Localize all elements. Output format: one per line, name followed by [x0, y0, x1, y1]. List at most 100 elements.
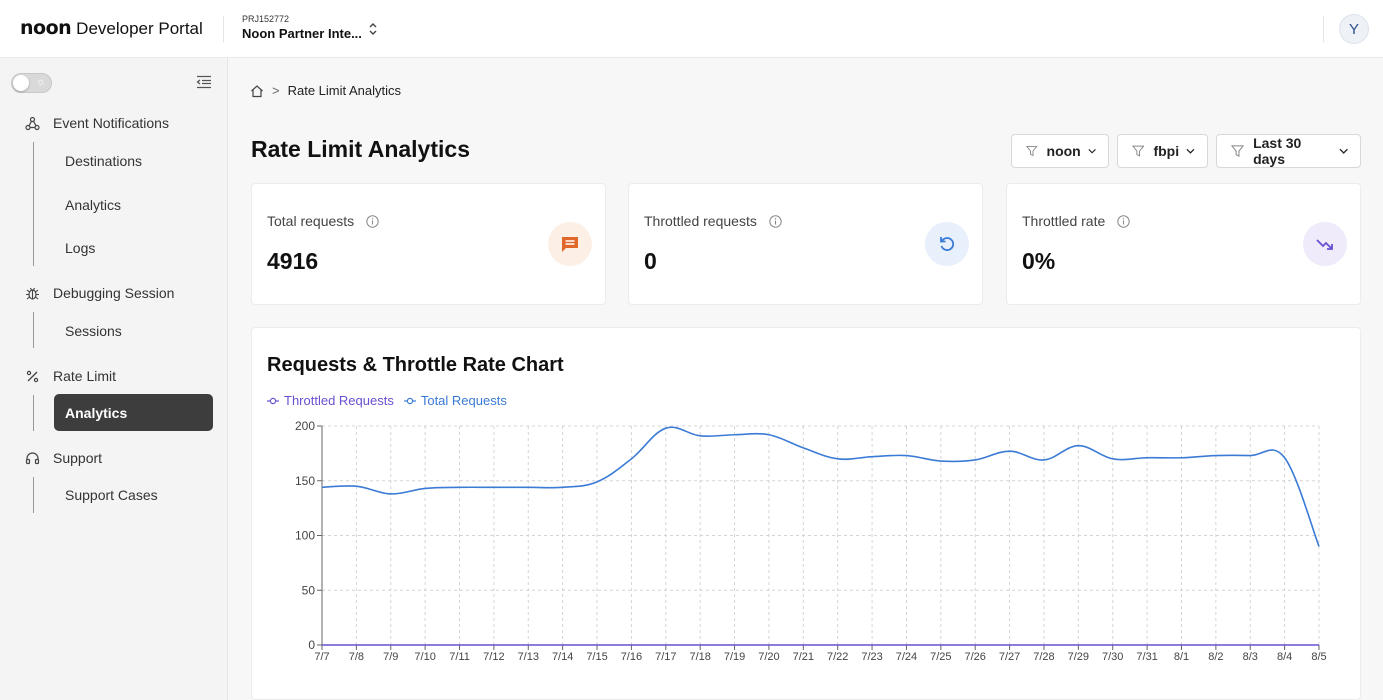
x-tick-label: 8/1 — [1174, 651, 1189, 663]
stat-card-throttled-rate: Throttled rate 0% — [1006, 183, 1361, 305]
chevron-down-icon — [1088, 148, 1096, 154]
stat-label-text: Total requests — [267, 213, 355, 229]
x-tick-label: 7/28 — [1033, 651, 1054, 663]
x-tick-label: 7/21 — [793, 651, 814, 663]
x-tick-label: 7/14 — [552, 651, 573, 663]
stat-value: 0 — [644, 248, 657, 274]
info-icon[interactable] — [366, 214, 379, 228]
portal-name: Developer Portal — [76, 19, 203, 38]
y-tick-label: 150 — [295, 474, 315, 488]
x-tick-label: 7/23 — [861, 651, 882, 663]
chart-legend: Throttled Requests Total Requests — [267, 393, 517, 408]
filter-partner[interactable]: noon — [1011, 134, 1109, 168]
tree-line — [33, 395, 34, 431]
tree-line — [33, 312, 34, 348]
y-tick-label: 50 — [302, 583, 316, 597]
tree-line — [33, 477, 34, 513]
info-icon[interactable] — [769, 214, 782, 228]
webhook-icon — [25, 116, 40, 131]
toggle-knob — [13, 75, 29, 91]
x-tick-label: 7/7 — [314, 651, 329, 663]
sidebar-group-event-notifications[interactable]: Event Notifications — [25, 115, 169, 131]
x-tick-label: 8/3 — [1243, 651, 1258, 663]
stat-value: 4916 — [267, 248, 319, 274]
stat-label-text: Throttled requests — [644, 213, 757, 229]
x-tick-label: 7/13 — [518, 651, 539, 663]
headset-icon — [25, 451, 40, 466]
x-tick-label: 8/4 — [1277, 651, 1292, 663]
sidebar-group-label: Rate Limit — [53, 368, 117, 384]
sidebar-item-analytics[interactable]: Analytics — [65, 197, 122, 213]
chart-card: Requests & Throttle Rate Chart Throttled… — [251, 327, 1361, 700]
filter-label: noon — [1046, 143, 1081, 159]
breadcrumb-current: Rate Limit Analytics — [287, 83, 402, 98]
x-tick-label: 7/24 — [896, 651, 917, 663]
sidebar-group-debugging-session[interactable]: Debugging Session — [25, 285, 174, 301]
stat-label: Throttled rate — [1022, 213, 1130, 229]
stat-value: 0% — [1022, 248, 1056, 274]
x-tick-label: 7/11 — [449, 651, 470, 663]
legend-total-requests[interactable]: Total Requests — [403, 393, 507, 408]
trend-down-icon — [1303, 222, 1347, 266]
x-tick-label: 7/20 — [758, 651, 779, 663]
sidebar: ☼ Event Notifications Destinations Analy… — [0, 58, 228, 700]
breadcrumb: > Rate Limit Analytics — [250, 83, 401, 98]
theme-toggle[interactable]: ☼ — [11, 73, 52, 93]
sidebar-group-rate-limit[interactable]: Rate Limit — [25, 368, 116, 384]
x-tick-label: 7/30 — [1102, 651, 1123, 663]
header-divider — [223, 16, 224, 42]
header-divider — [1323, 16, 1324, 42]
x-tick-label: 7/25 — [930, 651, 951, 663]
x-tick-label: 7/22 — [827, 651, 848, 663]
chevron-down-icon — [1186, 148, 1195, 154]
sidebar-item-destinations[interactable]: Destinations — [65, 153, 143, 169]
home-icon[interactable] — [250, 84, 264, 98]
x-tick-label: 7/29 — [1068, 651, 1089, 663]
sidebar-item-sessions[interactable]: Sessions — [65, 323, 122, 339]
chevron-up-down-icon[interactable] — [366, 20, 380, 38]
project-name: Noon Partner Inte... — [242, 26, 362, 41]
line-chart: 0 50 100 150 200 7/7 7/8 7/9 7/10 7/11 7/12 7/13 7/1… — [295, 419, 1327, 663]
filter-icon — [1231, 145, 1245, 157]
legend-throttled-requests[interactable]: Throttled Requests — [267, 393, 394, 408]
sidebar-item-support-cases[interactable]: Support Cases — [65, 487, 158, 503]
legend-label: Throttled Requests — [284, 393, 394, 408]
collapse-sidebar-icon[interactable] — [196, 75, 212, 89]
y-tick-label: 100 — [295, 529, 315, 543]
x-tick-label: 7/31 — [1136, 651, 1157, 663]
chevron-down-icon — [1339, 148, 1348, 154]
message-icon — [548, 222, 592, 266]
x-tick-label: 7/15 — [586, 651, 607, 663]
avatar[interactable]: Y — [1339, 14, 1369, 44]
x-tick-label: 7/26 — [964, 651, 985, 663]
project-selector[interactable]: PRJ152772 Noon Partner Inte... — [242, 14, 362, 41]
stat-card-total-requests: Total requests 4916 — [251, 183, 606, 305]
sidebar-item-rate-limit-analytics[interactable]: Analytics — [54, 394, 213, 431]
noon-logo: noon — [20, 17, 72, 39]
filter-date-range[interactable]: Last 30 days — [1216, 134, 1361, 168]
legend-marker-icon — [267, 397, 279, 404]
filter-app[interactable]: fbpi — [1117, 134, 1208, 168]
bug-icon — [25, 286, 40, 301]
y-tick-label: 200 — [295, 419, 315, 433]
percent-icon — [25, 369, 40, 384]
series-line-total-requests — [321, 426, 1320, 547]
legend-label: Total Requests — [420, 393, 507, 408]
sidebar-group-label: Support — [53, 450, 103, 466]
sidebar-item-logs[interactable]: Logs — [65, 240, 96, 256]
x-tick-label: 7/10 — [414, 651, 435, 663]
tree-line — [33, 142, 34, 266]
x-tick-label: 7/16 — [621, 651, 642, 663]
info-icon[interactable] — [1117, 214, 1130, 228]
sidebar-group-support[interactable]: Support — [25, 450, 102, 466]
brand[interactable]: noon Developer Portal — [20, 17, 203, 39]
top-bar: noon Developer Portal PRJ152772 Noon Par… — [0, 0, 1383, 58]
x-tick-label: 7/12 — [483, 651, 504, 663]
filter-icon — [1026, 146, 1038, 157]
x-tick-label: 8/5 — [1311, 651, 1326, 663]
sidebar-group-label: Event Notifications — [53, 115, 169, 131]
refresh-icon — [925, 222, 969, 266]
x-tick-label: 7/19 — [724, 651, 745, 663]
page-title: Rate Limit Analytics — [251, 136, 470, 162]
x-tick-label: 7/27 — [999, 651, 1020, 663]
